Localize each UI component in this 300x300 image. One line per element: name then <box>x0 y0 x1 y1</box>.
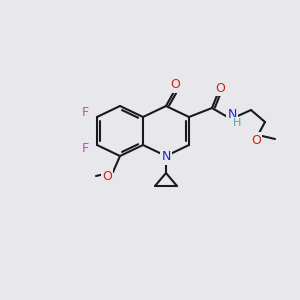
Text: O: O <box>102 170 112 184</box>
Text: N: N <box>161 151 171 164</box>
Text: H: H <box>233 118 241 128</box>
Text: O: O <box>215 82 225 94</box>
Text: O: O <box>251 134 261 146</box>
Text: N: N <box>227 107 237 121</box>
Text: O: O <box>170 79 180 92</box>
Text: F: F <box>81 106 88 119</box>
Text: F: F <box>81 142 88 155</box>
